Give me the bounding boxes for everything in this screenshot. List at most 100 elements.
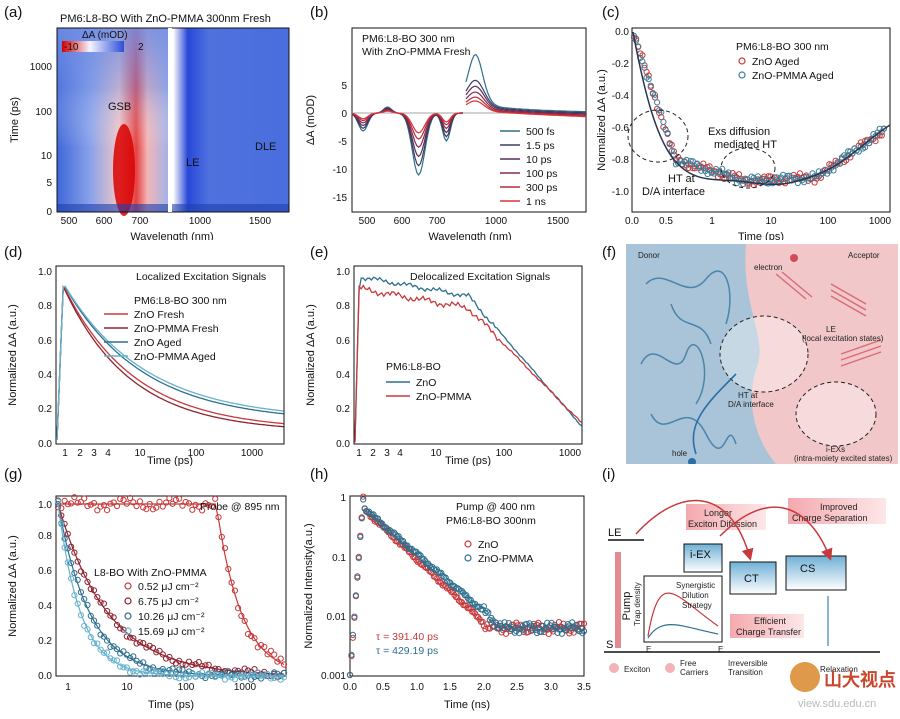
h-point (578, 620, 585, 627)
i-arrow-improved (719, 506, 833, 561)
g-point (212, 674, 219, 681)
g-point (140, 659, 147, 666)
a-cb-min: -10 (64, 42, 79, 53)
a-ytick-1: 5 (46, 178, 52, 189)
g-ytick-0: 0.0 (38, 671, 52, 682)
g-point (87, 612, 94, 619)
gsb-spot (113, 124, 135, 216)
h-point (497, 620, 504, 627)
g-point (133, 502, 140, 510)
d-xtick-5: 100 (188, 448, 205, 459)
panel-e: Delocalized Excitation Signals PM6:L8-BO… (305, 265, 583, 466)
g-point (104, 637, 111, 644)
g-legend-marker-3 (124, 627, 132, 635)
i-relax-label: Relaxation (820, 665, 858, 674)
a-colorbar (62, 41, 124, 52)
c-point (641, 64, 648, 71)
g-point (117, 495, 124, 503)
f-ht-label-2: D/A interface (728, 400, 774, 409)
g-point (143, 506, 150, 513)
i-free-1: Free (680, 659, 697, 668)
g-point (84, 502, 91, 510)
d-xtick-4: 10 (134, 448, 146, 459)
d-xtick-0: 1 (62, 448, 68, 459)
i-ct-label: CT (744, 573, 759, 585)
i-exciton-icon (609, 663, 619, 673)
f-acceptor-stacks (775, 271, 882, 367)
e-legend-item-1: ZnO-PMMA (416, 391, 471, 403)
i-cs-box (785, 555, 847, 591)
d-title: Localized Excitation Signals (136, 271, 266, 283)
panel-label-i: (i) (602, 466, 616, 483)
h-point (399, 537, 407, 545)
panel-label-c: (c) (602, 4, 620, 21)
f-acceptor-label: Acceptor (848, 251, 880, 260)
f-hole-path (692, 373, 737, 455)
e-ytick-1: 0.2 (336, 404, 350, 415)
h-point (454, 585, 461, 592)
g-legend-title: L8-BO With ZnO-PMMA (94, 567, 207, 579)
c-ytick-2: -0.4 (612, 91, 630, 102)
d-ytick-4: 0.8 (38, 301, 52, 312)
g-point (185, 500, 193, 507)
d-legend-item-2: ZnO Aged (134, 337, 181, 349)
g-point (149, 664, 157, 671)
c-ellipse-2 (720, 147, 776, 189)
c-point (687, 157, 694, 165)
h-point (435, 568, 442, 576)
c-point (670, 148, 678, 155)
watermark: 山大视点 view.sdu.edu.cn (790, 660, 898, 716)
i-improved-1: Improved (820, 502, 858, 512)
g-point (74, 600, 81, 607)
c-point (706, 163, 713, 170)
h-point (483, 608, 490, 615)
g-point (205, 661, 212, 668)
a-xlabel: Wavelength (nm) (130, 231, 213, 240)
g-point (244, 631, 252, 638)
f-le-label-2: (local excitation states) (802, 334, 884, 343)
c-xtick-1: 0.5 (659, 216, 673, 227)
h-point (454, 594, 461, 601)
h-point (505, 620, 512, 627)
c-point (849, 150, 856, 157)
h-point (416, 551, 423, 558)
h-point (360, 496, 367, 503)
i-le-label: LE (608, 527, 621, 539)
e-legend-item-0: ZnO (416, 377, 436, 389)
a-label-gsb: GSB (108, 101, 131, 113)
h-point (563, 627, 570, 634)
h-point (482, 609, 489, 617)
b-frame (351, 27, 587, 213)
c-point (664, 129, 671, 137)
h-ytick-3: 0.001 (321, 671, 346, 682)
i-syn-3: Strategy (682, 601, 712, 610)
g-ylabel: Normalized ΔA (a.u.) (7, 535, 19, 637)
h-point (529, 627, 536, 634)
g-point (104, 607, 111, 615)
g-point (199, 507, 206, 514)
i-exciton-label: Exciton (624, 665, 650, 674)
i-pump-label: Pump (621, 592, 633, 621)
e-xlabel: Time (ps) (445, 455, 491, 466)
h-frame (349, 495, 585, 677)
g-point (271, 651, 278, 658)
g-point (130, 635, 137, 642)
d-xtick-6: 1000 (241, 448, 264, 459)
watermark-url: view.sdu.edu.cn (798, 698, 877, 710)
i-longer-2: Exciton Difussion (688, 519, 757, 529)
h-xtick-0: 0.0 (343, 682, 357, 693)
c-point (639, 58, 646, 65)
g-point (107, 612, 114, 619)
c-point (861, 144, 869, 151)
d-curve-0 (56, 285, 284, 441)
g-point (221, 545, 229, 552)
g-point (172, 496, 179, 504)
g-point (176, 495, 183, 502)
e-curve-1 (354, 284, 582, 443)
h-title-2: PM6:L8-BO 300nm (446, 515, 536, 527)
b-spectrum-right-5 (465, 100, 586, 118)
g-legend-item-0: 0.52 μJ cm⁻² (138, 581, 199, 593)
i-iex-box (683, 543, 723, 573)
g-point (277, 655, 284, 662)
e-xtick-6: 1000 (559, 448, 582, 459)
